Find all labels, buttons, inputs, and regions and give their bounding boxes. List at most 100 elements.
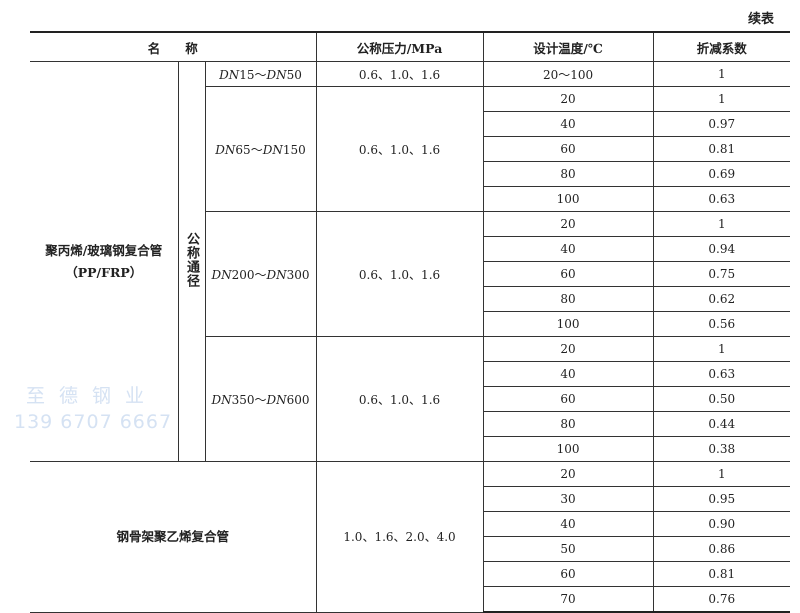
table-row: 50 0.86 xyxy=(30,536,791,562)
derating-factor: 0.94 xyxy=(652,236,791,262)
design-temperature: 40 xyxy=(483,111,654,137)
table-row: 100 0.63 xyxy=(30,186,791,212)
derating-factor: 0.75 xyxy=(652,261,791,287)
size-from-number: 15 xyxy=(239,67,255,82)
size-to-number: 150 xyxy=(282,142,306,157)
design-temperature: 100 xyxy=(483,311,654,337)
size-from-number: 200 xyxy=(231,267,255,282)
design-temperature: 50 xyxy=(483,536,654,562)
size-range: DN200～DN300 xyxy=(205,211,317,337)
table-row: 钢骨架聚乙烯复合管 1.0、1.6、2.0、4.0 20 1 xyxy=(30,461,791,613)
derating-factor: 0.62 xyxy=(652,286,791,312)
table-row: 60 0.81 xyxy=(30,561,791,587)
derating-factor: 1 xyxy=(652,86,791,112)
range-tilde: ～ xyxy=(250,142,263,157)
size-from-prefix: DN xyxy=(219,67,240,82)
table-row: DN200～DN300 0.6、1.0、1.6 20 1 xyxy=(30,211,791,337)
table-row: 80 0.62 xyxy=(30,286,791,312)
design-temperature: 30 xyxy=(483,486,654,512)
nominal-diameter-label: 公称通径 xyxy=(177,61,206,462)
table-row: 40 0.97 xyxy=(30,111,791,137)
derating-factor: 0.50 xyxy=(652,386,791,412)
product-name: 钢骨架聚乙烯复合管 xyxy=(30,461,317,613)
table-row: DN350～DN600 0.6、1.0、1.6 20 1 xyxy=(30,336,791,462)
derating-factor: 0.95 xyxy=(652,486,791,512)
derating-factor: 0.97 xyxy=(652,111,791,137)
design-temperature: 20 xyxy=(482,86,654,112)
size-range: DN350～DN600 xyxy=(205,336,317,462)
design-temperature: 60 xyxy=(483,561,654,587)
size-from-number: 65 xyxy=(235,142,251,157)
derating-factor: 1 xyxy=(652,61,791,87)
size-from-number: 350 xyxy=(231,392,255,407)
size-range: DN15～DN50 xyxy=(204,61,317,87)
derating-factor: 0.86 xyxy=(652,536,791,562)
table-row: 聚丙烯/玻璃钢复合管 （PP/FRP） 公称通径 DN15～DN50 0.6、1.0、1… xyxy=(30,61,791,462)
nominal-pressure: 0.6、1.0、1.6 xyxy=(315,211,484,337)
design-temperature: 20 xyxy=(482,336,654,362)
derating-factor: 1 xyxy=(652,211,791,237)
size-to-prefix: DN xyxy=(266,392,287,407)
table-row: 80 0.69 xyxy=(30,161,791,187)
header-temperature: 设计温度/℃ xyxy=(482,31,654,62)
design-temperature: 60 xyxy=(483,136,654,162)
derating-factor: 0.81 xyxy=(652,136,791,162)
range-tilde: ～ xyxy=(254,267,267,282)
design-temperature: 20 xyxy=(482,211,654,237)
nominal-pressure: 0.6、1.0、1.6 xyxy=(315,61,484,87)
pressure-derating-table: 名 称 公称压力/MPa 设计温度/℃ 折减系数 聚丙烯/玻璃钢复合管 （PP/F… xyxy=(30,31,791,613)
header-pressure: 公称压力/MPa xyxy=(315,31,484,62)
table-row: 40 0.63 xyxy=(30,361,791,387)
size-to-number: 600 xyxy=(286,392,310,407)
design-temperature: 100 xyxy=(483,436,654,462)
design-temperature: 70 xyxy=(483,586,654,613)
size-to-number: 50 xyxy=(286,67,302,82)
design-temperature: 60 xyxy=(483,261,654,287)
product-name-line2: （PP/FRP） xyxy=(65,264,143,280)
table-row: 80 0.44 xyxy=(30,411,791,437)
design-temperature: 40 xyxy=(483,511,654,537)
derating-factor: 1 xyxy=(652,461,791,487)
design-temperature: 80 xyxy=(483,286,654,312)
size-to-prefix: DN xyxy=(266,267,287,282)
nominal-pressure: 0.6、1.0、1.6 xyxy=(315,86,484,212)
product-name: 聚丙烯/玻璃钢复合管 （PP/FRP） xyxy=(30,61,179,462)
derating-factor: 0.63 xyxy=(652,186,791,212)
design-temperature: 80 xyxy=(483,161,654,187)
size-from-prefix: DN xyxy=(211,392,232,407)
range-tilde: ～ xyxy=(254,392,267,407)
table-row: 30 0.95 xyxy=(30,486,791,512)
table-caption: 续表 xyxy=(747,12,774,27)
derating-factor: 0.90 xyxy=(652,511,791,537)
size-to-number: 300 xyxy=(286,267,310,282)
derating-factor: 0.38 xyxy=(652,436,791,462)
header-name: 名 称 xyxy=(30,31,317,62)
size-range: DN65～DN150 xyxy=(205,86,317,212)
nominal-pressure: 1.0、1.6、2.0、4.0 xyxy=(315,461,484,613)
design-temperature: 100 xyxy=(483,186,654,212)
design-temperature: 40 xyxy=(483,361,654,387)
table-row: 40 0.90 xyxy=(30,511,791,537)
design-temperature: 60 xyxy=(483,386,654,412)
derating-factor: 0.56 xyxy=(652,311,791,337)
design-temperature: 40 xyxy=(483,236,654,262)
design-temperature: 80 xyxy=(483,411,654,437)
size-to-prefix: DN xyxy=(266,67,287,82)
size-from-prefix: DN xyxy=(215,142,236,157)
table-row: 40 0.94 xyxy=(30,236,791,262)
derating-factor: 1 xyxy=(652,336,791,362)
design-temperature: 20 xyxy=(482,461,654,487)
derating-factor: 0.81 xyxy=(652,561,791,587)
header-row: 名 称 公称压力/MPa 设计温度/℃ 折减系数 xyxy=(30,31,791,62)
range-tilde: ～ xyxy=(254,67,267,82)
nominal-diameter-text: 公称通径 xyxy=(184,232,199,288)
derating-factor: 0.76 xyxy=(652,586,791,613)
table-row: DN65～DN150 0.6、1.0、1.6 20 1 xyxy=(30,86,791,212)
header-factor: 折减系数 xyxy=(652,31,791,62)
derating-factor: 0.44 xyxy=(652,411,791,437)
derating-factor: 0.69 xyxy=(652,161,791,187)
product-name-line1: 聚丙烯/玻璃钢复合管 xyxy=(45,242,163,258)
size-to-prefix: DN xyxy=(262,142,283,157)
nominal-pressure: 0.6、1.0、1.6 xyxy=(315,336,484,462)
derating-factor: 0.63 xyxy=(652,361,791,387)
